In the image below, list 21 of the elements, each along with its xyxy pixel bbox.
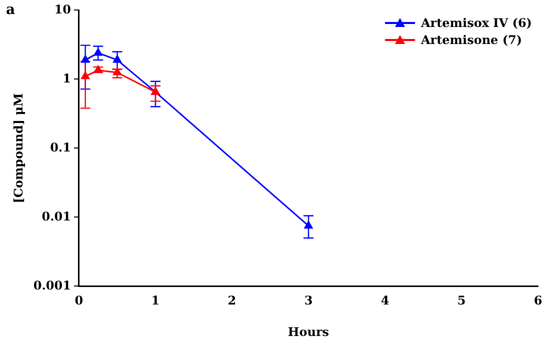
y-tick-label: 0.01 [42,209,71,224]
y-tick-label: 0.001 [33,278,71,292]
y-tick-label: 1 [62,71,71,86]
x-tick-label: 6 [534,294,542,308]
x-tick-label: 3 [304,294,313,308]
legend-label: Artemisox IV (6) [421,16,532,30]
y-axis-title: [Compound] μM [11,93,26,204]
x-tick-label: 2 [228,294,236,308]
point [304,221,313,229]
point [113,68,122,76]
x-tick-label: 4 [380,294,390,308]
legend-label: Artemisone (7) [421,32,522,47]
x-axis-title: Hours [288,324,330,339]
y-tick-label: 0.1 [50,140,71,154]
x-tick-label: 5 [457,294,466,308]
point [113,55,122,63]
x-tick-label: 1 [151,294,160,308]
x-tick-label: 0 [74,294,84,308]
point [94,48,102,56]
text: a [6,2,16,18]
y-tick-label: 10 [54,2,71,16]
